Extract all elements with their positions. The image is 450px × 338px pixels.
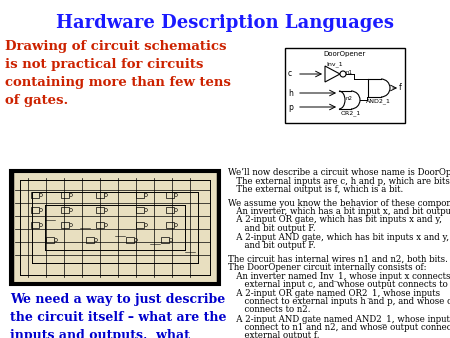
Text: f: f — [399, 83, 402, 93]
Text: A 2-input AND gate named AND2_1, whose inputs: A 2-input AND gate named AND2_1, whose i… — [228, 314, 450, 324]
Text: connect to external inputs h and p, and whose output: connect to external inputs h and p, and … — [228, 297, 450, 306]
Circle shape — [94, 239, 98, 241]
Text: The DoorOpener circuit internally consists of:: The DoorOpener circuit internally consis… — [228, 263, 427, 272]
Text: Hardware Description Languages: Hardware Description Languages — [56, 14, 394, 32]
Text: h: h — [288, 89, 293, 97]
Bar — [126, 237, 134, 243]
Text: external input c, and whose output connects to n1.: external input c, and whose output conne… — [228, 280, 450, 289]
Text: n1: n1 — [345, 71, 352, 75]
Text: The circuit has internal wires n1 and n2, both bits.: The circuit has internal wires n1 and n2… — [228, 255, 448, 264]
Bar — [96, 192, 104, 198]
Text: We assume you know the behavior of these components:: We assume you know the behavior of these… — [228, 198, 450, 208]
Bar — [136, 192, 144, 198]
Circle shape — [175, 209, 177, 212]
Text: and bit output F.: and bit output F. — [228, 241, 315, 250]
Bar — [136, 207, 144, 213]
Circle shape — [144, 209, 148, 212]
Bar — [166, 222, 174, 228]
Text: OR2_1: OR2_1 — [341, 110, 361, 116]
Bar — [31, 207, 39, 213]
Circle shape — [144, 223, 148, 226]
Text: We’ll now describe a circuit whose name is DoorOpener.: We’ll now describe a circuit whose name … — [228, 168, 450, 177]
Text: DoorOpener: DoorOpener — [324, 51, 366, 57]
Text: Inv_1: Inv_1 — [326, 61, 342, 67]
Circle shape — [175, 193, 177, 196]
Text: external output f.: external output f. — [228, 331, 320, 338]
Circle shape — [104, 193, 108, 196]
Text: An inverter named Inv_1, whose input x connects to: An inverter named Inv_1, whose input x c… — [228, 271, 450, 281]
Bar — [285, 48, 405, 123]
Text: Drawing of circuit schematics
is not practical for circuits
containing more than: Drawing of circuit schematics is not pra… — [5, 40, 231, 107]
Bar — [166, 207, 174, 213]
Text: and bit output F.: and bit output F. — [228, 224, 315, 233]
Bar — [46, 237, 54, 243]
Text: A 2-input OR gate, which has bit inputs x and y,: A 2-input OR gate, which has bit inputs … — [228, 216, 442, 224]
Circle shape — [40, 209, 42, 212]
Text: connect to n1 and n2, and whose output connects: connect to n1 and n2, and whose output c… — [228, 322, 450, 332]
Circle shape — [69, 209, 72, 212]
Circle shape — [144, 193, 148, 196]
Bar — [31, 222, 39, 228]
Bar — [166, 192, 174, 198]
Bar — [161, 237, 169, 243]
Bar — [10, 170, 220, 285]
Circle shape — [40, 223, 42, 226]
Bar — [136, 222, 144, 228]
Circle shape — [69, 223, 72, 226]
Circle shape — [104, 223, 108, 226]
Circle shape — [340, 71, 346, 77]
Text: We need a way to just describe
the circuit itself – what are the
inputs and outp: We need a way to just describe the circu… — [10, 293, 233, 338]
Polygon shape — [325, 66, 340, 82]
Circle shape — [104, 209, 108, 212]
Text: A 2-input OR gate named OR2_1, whose inputs: A 2-input OR gate named OR2_1, whose inp… — [228, 289, 440, 298]
Circle shape — [170, 239, 172, 241]
Bar — [86, 237, 94, 243]
Text: n2: n2 — [345, 97, 352, 101]
Bar — [96, 222, 104, 228]
Circle shape — [175, 223, 177, 226]
Bar — [61, 207, 69, 213]
Bar — [61, 222, 69, 228]
Text: AND2_1: AND2_1 — [366, 98, 391, 104]
Circle shape — [69, 193, 72, 196]
Bar — [96, 207, 104, 213]
Text: An inverter, which has a bit input x, and bit output F.: An inverter, which has a bit input x, an… — [228, 207, 450, 216]
Bar — [31, 192, 39, 198]
Text: connects to n2.: connects to n2. — [228, 306, 310, 314]
Text: The external output is f, which is a bit.: The external output is f, which is a bit… — [228, 185, 403, 194]
Text: p: p — [288, 102, 293, 112]
Text: c: c — [288, 69, 292, 77]
Circle shape — [54, 239, 58, 241]
Bar — [61, 192, 69, 198]
Text: The external inputs are c, h and p, which are bits.: The external inputs are c, h and p, whic… — [228, 176, 450, 186]
Circle shape — [40, 193, 42, 196]
Text: A 2-input AND gate, which has bit inputs x and y,: A 2-input AND gate, which has bit inputs… — [228, 233, 449, 241]
Circle shape — [135, 239, 138, 241]
